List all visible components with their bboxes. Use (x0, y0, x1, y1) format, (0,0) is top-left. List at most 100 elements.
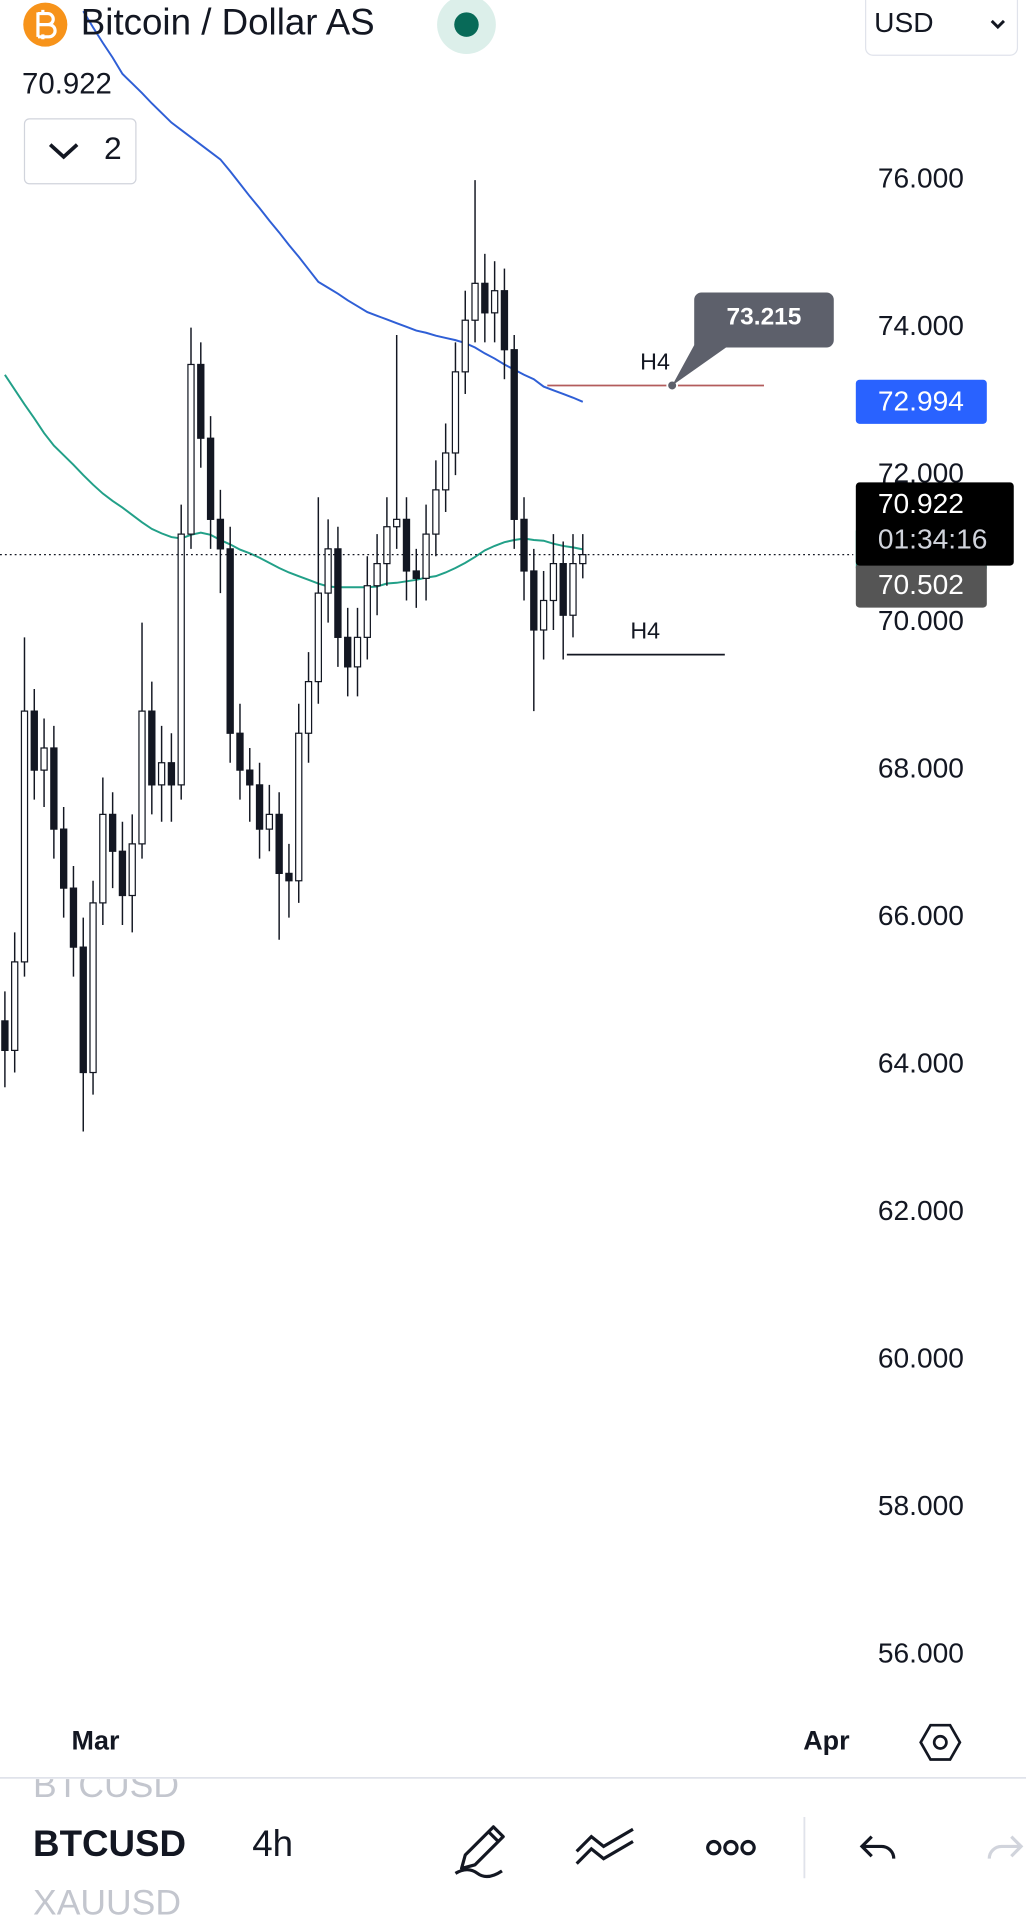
candle-body (275, 813, 283, 874)
y-tick-label: 76.000 (878, 163, 964, 194)
indicator-count: 2 (104, 130, 122, 166)
moving-average (82, 10, 584, 403)
y-tick-label: 60.000 (878, 1343, 964, 1374)
settings-button[interactable] (919, 1723, 962, 1761)
candle-body (549, 562, 558, 602)
candle-body (520, 518, 528, 572)
candle-body (20, 710, 29, 963)
candle-body (422, 533, 430, 579)
trendline-button[interactable] (575, 1827, 634, 1865)
candle-body (59, 828, 68, 889)
candle-body (363, 585, 371, 638)
y-tick-label: 62.000 (878, 1195, 964, 1226)
level-price: 73.215 (727, 304, 802, 331)
candle-body (128, 843, 136, 897)
candle-body (265, 813, 274, 830)
x-tick-label: Mar (72, 1725, 120, 1755)
symbol-name[interactable]: Bitcoin / Dollar AS (81, 1, 375, 42)
candle-body (510, 349, 518, 520)
bitcoin-glyph (36, 9, 57, 40)
x-tick-label: Apr (803, 1725, 850, 1755)
draw-button[interactable] (454, 1825, 505, 1879)
candle-body (432, 489, 440, 535)
candle-body (402, 518, 411, 572)
candle-body (197, 363, 205, 439)
more-button[interactable] (706, 1839, 756, 1856)
price-axis: 76.00074.00072.00070.00068.00066.00064.0… (855, 163, 1014, 1669)
candle-body (383, 526, 391, 565)
symbol-option[interactable]: BTCUSD (33, 1765, 179, 1805)
candle-body (89, 902, 97, 1074)
candle-body (246, 769, 254, 786)
candle-body (206, 437, 215, 520)
chevron (990, 19, 1006, 30)
candle-body (471, 282, 479, 321)
candle-body (30, 710, 38, 771)
bar-countdown: 01:34:16 (878, 524, 988, 555)
interval[interactable]: 4h (252, 1823, 293, 1864)
candle-body (11, 961, 19, 1052)
candle-body (79, 946, 87, 1074)
candle-body (490, 290, 499, 314)
candle-body (295, 732, 303, 882)
symbol[interactable]: BTCUSD (33, 1823, 186, 1864)
candle-body (441, 452, 450, 491)
candle-body (108, 813, 117, 852)
last-price: 70.922 (22, 68, 112, 101)
candle-body (236, 732, 244, 771)
candle-body (40, 747, 48, 771)
candle-body (1, 1020, 9, 1052)
market-status-dot[interactable] (454, 12, 479, 37)
bottom-toolbar: BTCUSD BTCUSD XAUUSD 4h (33, 1765, 1024, 1920)
candle-body (304, 681, 313, 734)
price-label-box (855, 563, 987, 608)
candle-body (50, 747, 58, 830)
candle-body (314, 592, 323, 683)
candle-body (344, 636, 352, 668)
price-label: 70.502 (878, 569, 964, 600)
moving-average (4, 374, 583, 589)
level-timeframe: H4 (630, 618, 660, 644)
y-tick-label: 70.000 (878, 605, 964, 636)
candle-body (373, 562, 381, 587)
candle-body (393, 518, 401, 528)
candle-body (148, 710, 156, 786)
y-tick-label: 68.000 (878, 753, 964, 784)
symbol-option[interactable]: XAUUSD (33, 1883, 181, 1920)
candle-body (334, 548, 342, 638)
candle-body (285, 872, 293, 882)
redo-button[interactable] (987, 1835, 1024, 1859)
candle-body (324, 548, 332, 594)
price-label: 72.994 (878, 385, 964, 416)
y-tick-label: 58.000 (878, 1490, 964, 1521)
candle-body (539, 599, 548, 631)
candle-body (500, 290, 509, 351)
candle-body (569, 562, 577, 616)
indicators-toggle[interactable] (23, 118, 137, 185)
chevron (48, 143, 79, 160)
time-axis: Mar Apr (72, 1723, 962, 1761)
currency-selector[interactable] (865, 0, 1019, 56)
candle-body (167, 762, 176, 786)
candle-body (138, 710, 146, 845)
plot-area: H4 73.215 H4 (0, 10, 854, 1132)
y-tick-label: 74.000 (878, 310, 964, 341)
candle-body (187, 363, 195, 535)
current-price-box (855, 482, 1014, 566)
candle-body (177, 533, 185, 786)
current-price-label: 70.922 (878, 488, 964, 519)
currency: USD (874, 7, 933, 38)
candle-body (69, 887, 78, 948)
y-tick-label: 56.000 (878, 1638, 964, 1669)
candle-body (559, 562, 567, 616)
level-callout (672, 292, 834, 386)
candle-body (118, 850, 127, 897)
candle-body (255, 784, 264, 830)
candle-body (99, 813, 107, 904)
candle-body (157, 762, 166, 786)
candle-body (353, 636, 362, 668)
candle-body (579, 553, 587, 565)
undo-button[interactable] (859, 1835, 896, 1859)
